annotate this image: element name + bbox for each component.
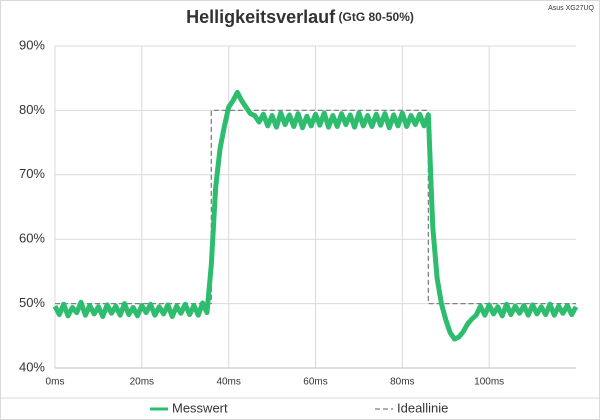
x-tick-label: 60ms — [303, 377, 327, 388]
y-tick-label: 40% — [19, 359, 45, 374]
series-line — [52, 89, 579, 342]
y-tick-label: 50% — [19, 295, 45, 310]
legend-label: Messwert — [172, 400, 228, 415]
legend-label: Ideallinie — [397, 400, 448, 415]
y-tick-label: 80% — [19, 102, 45, 117]
x-tick-label: 0ms — [46, 377, 65, 388]
chart-subtitle: (GtG 80-50%) — [339, 10, 414, 24]
x-tick-label: 40ms — [216, 377, 240, 388]
y-tick-label: 60% — [19, 231, 45, 246]
chart-title: Helligkeitsverlauf — [186, 7, 336, 27]
y-tick-label: 70% — [19, 166, 45, 181]
x-tick-label: 80ms — [390, 377, 414, 388]
x-tick-label: 100ms — [474, 377, 504, 388]
chart-title-group: Helligkeitsverlauf (GtG 80-50%) — [186, 7, 414, 27]
x-tick-label: 20ms — [130, 377, 154, 388]
y-tick-label: 90% — [19, 37, 45, 52]
annotation: Asus XG27UQ — [548, 5, 594, 12]
